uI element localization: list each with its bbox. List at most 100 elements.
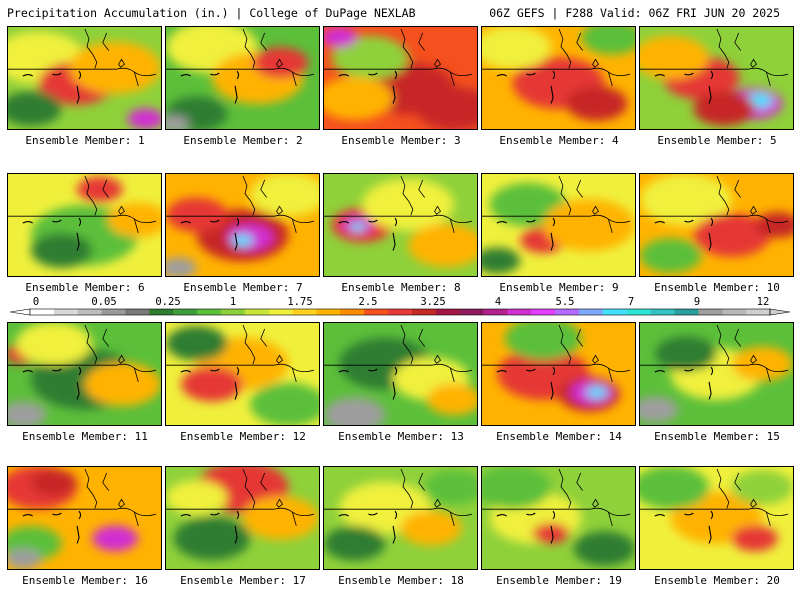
lake-outlines	[496, 366, 556, 400]
precip-blob	[350, 222, 366, 232]
precip-blob	[693, 91, 755, 126]
coastline	[242, 324, 315, 382]
precip-map	[640, 467, 793, 569]
precip-blob	[166, 480, 228, 515]
ensemble-member-label: Ensemble Member: 5	[657, 134, 777, 147]
ensemble-member-label: Ensemble Member: 17	[180, 574, 306, 587]
colorbar-tick-label: 1.75	[287, 296, 313, 308]
precip-blob	[30, 469, 77, 496]
lake-outlines	[180, 510, 240, 544]
colorbar-segment	[722, 309, 747, 315]
precip-blob	[586, 386, 608, 399]
coastline	[84, 175, 157, 233]
colorbar-segment	[292, 309, 317, 315]
lake-outlines	[22, 217, 82, 251]
precip-blob	[166, 197, 228, 233]
lake-outlines	[22, 366, 82, 400]
ensemble-member-label: Ensemble Member: 18	[338, 574, 464, 587]
precip-blob	[640, 35, 709, 80]
model-run-info: 06Z GEFS | F288 Valid: 06Z FRI JUN 20 20…	[489, 6, 780, 20]
colorbar-segment	[77, 309, 102, 315]
colorbar-segment	[602, 309, 628, 315]
lake-outlines	[496, 217, 556, 251]
colorbar-segment	[244, 309, 270, 315]
colorbar-segment	[698, 309, 723, 315]
lake-outlines	[22, 510, 82, 544]
ensemble-map-panel	[323, 322, 478, 426]
precip-blob	[166, 115, 189, 129]
lake-outlines	[338, 217, 398, 251]
precip-map	[324, 27, 477, 129]
precip-blob	[250, 382, 319, 425]
colorbar-segment	[411, 309, 437, 315]
lake-outlines	[338, 70, 398, 104]
precip-blob	[324, 76, 393, 121]
precip-blob	[640, 396, 679, 423]
ensemble-map-panel	[7, 466, 162, 570]
colorbar-segment	[650, 309, 675, 315]
ensemble-member-label: Ensemble Member: 3	[341, 134, 461, 147]
precip-map	[324, 174, 477, 276]
colorbar-tick-label: 3.25	[420, 296, 446, 308]
precip-blob	[415, 86, 477, 129]
coastline	[400, 28, 473, 86]
ensemble-member-label: Ensemble Member: 6	[25, 281, 145, 294]
coastline	[400, 324, 473, 382]
precip-blob	[166, 326, 228, 361]
precip-map	[640, 174, 793, 276]
precip-blob	[754, 211, 793, 239]
ensemble-map-panel	[165, 322, 320, 426]
chart-title: Precipitation Accumulation (in.) | Colle…	[7, 6, 416, 20]
coastline	[242, 175, 315, 233]
ensemble-member-label: Ensemble Member: 8	[341, 281, 461, 294]
colorbar-tick-label: 0	[32, 296, 40, 308]
lake-outlines	[654, 510, 714, 544]
colorbar-tick-label: 4	[494, 296, 502, 308]
coastline	[716, 324, 789, 382]
precip-blob	[231, 234, 254, 247]
ensemble-member-label: Ensemble Member: 20	[654, 574, 780, 587]
ensemble-member-label: Ensemble Member: 16	[22, 574, 148, 587]
lake-outlines	[180, 217, 240, 251]
lake-outlines	[180, 366, 240, 400]
precip-blob	[8, 548, 42, 569]
precip-blob	[166, 257, 197, 276]
colorbar-segment	[579, 309, 604, 315]
precip-map	[166, 27, 319, 129]
ensemble-map-panel	[481, 466, 636, 570]
colorbar: 0 0.05 0.25 1 1.75 2.5 3.25 4 5.5 7 9 12	[0, 296, 800, 318]
coastline	[84, 324, 157, 382]
colorbar-segment	[125, 309, 150, 315]
precip-map	[482, 467, 635, 569]
precip-blob	[324, 27, 358, 48]
ensemble-map-panel	[165, 26, 320, 130]
coastline	[242, 468, 315, 526]
ensemble-map-panel	[323, 173, 478, 277]
colorbar-segment	[101, 309, 126, 315]
coastline	[558, 468, 631, 526]
precip-blob	[250, 174, 319, 217]
lake-outlines	[654, 366, 714, 400]
coastline	[84, 468, 157, 526]
ensemble-map-panel	[323, 26, 478, 130]
precip-blob	[532, 522, 570, 544]
precip-blob	[423, 470, 477, 505]
precip-blob	[92, 525, 139, 552]
colorbar-segment	[507, 309, 532, 315]
precip-blob	[731, 470, 793, 505]
precip-map	[166, 467, 319, 569]
precip-blob	[362, 178, 455, 231]
precip-blob	[324, 526, 386, 561]
precip-blob	[8, 401, 47, 425]
colorbar-tick-label: 5.5	[555, 296, 575, 308]
ensemble-map-panel	[7, 173, 162, 277]
precip-blob	[655, 336, 717, 371]
ensemble-member-label: Ensemble Member: 11	[22, 430, 148, 443]
ensemble-member-label: Ensemble Member: 15	[654, 430, 780, 443]
colorbar-segment	[316, 309, 341, 315]
colorbar-segment	[340, 309, 365, 315]
ensemble-map-panel	[639, 322, 794, 426]
colorbar-segment	[483, 309, 508, 315]
ensemble-member-label: Ensemble Member: 2	[183, 134, 303, 147]
